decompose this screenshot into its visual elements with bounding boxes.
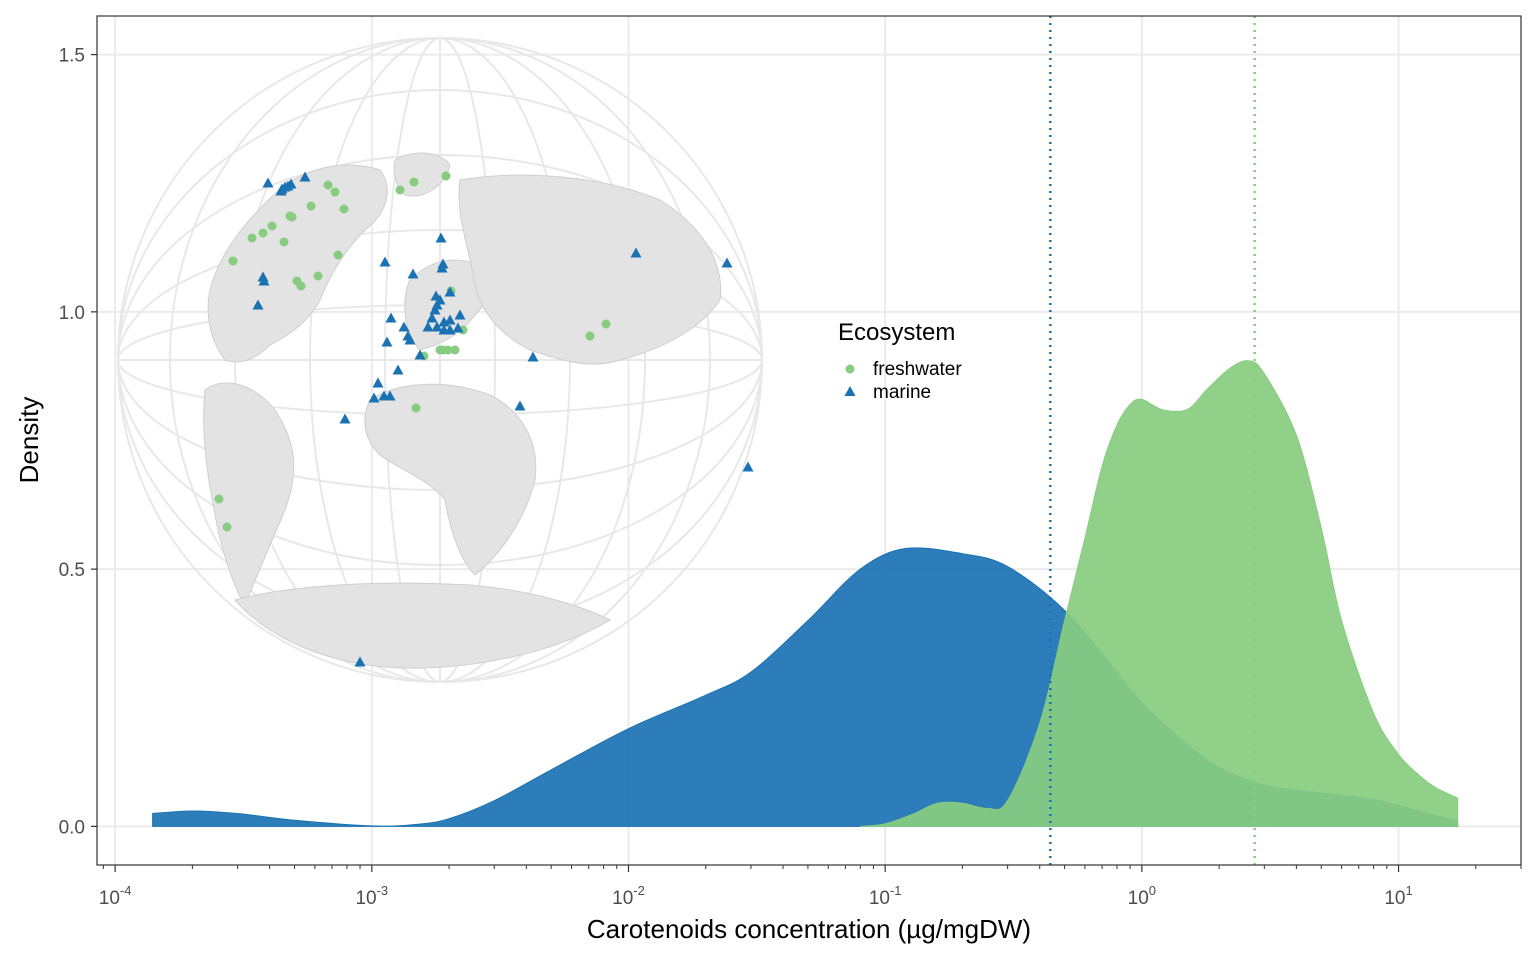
x-tick-label: 101 xyxy=(1384,883,1412,909)
map-point-freshwater xyxy=(441,171,451,181)
map-point-marine xyxy=(721,257,733,268)
y-tick-label: 0.5 xyxy=(59,560,85,581)
map-point-freshwater xyxy=(438,345,448,355)
map-point-marine xyxy=(426,312,438,323)
x-tick-label: 100 xyxy=(1128,883,1156,909)
map-point-marine xyxy=(514,400,526,411)
map-point-marine xyxy=(438,324,450,335)
map-point-marine xyxy=(454,309,466,320)
map-point-marine xyxy=(398,321,410,332)
map-point-marine xyxy=(378,390,390,401)
map-point-freshwater xyxy=(214,494,224,504)
x-tick-label: 10-4 xyxy=(99,883,132,909)
map-point-marine xyxy=(339,413,351,424)
map-point-marine xyxy=(379,256,391,267)
map-point-freshwater xyxy=(409,177,419,187)
map-point-freshwater xyxy=(228,256,238,266)
x-tick-label: 10-1 xyxy=(869,883,902,909)
map-point-marine xyxy=(368,392,380,403)
legend: Ecosystem freshwater marine xyxy=(838,319,962,403)
map-point-freshwater xyxy=(411,403,421,413)
map-point-freshwater xyxy=(222,522,232,532)
map-point-marine xyxy=(436,262,448,273)
world-map-inset xyxy=(117,37,763,683)
map-point-marine xyxy=(354,656,366,667)
map-point-freshwater xyxy=(279,237,289,247)
map-point-freshwater xyxy=(247,233,257,243)
x-axis: 10-4 10-3 10-2 10-1 100 101 xyxy=(99,865,1522,909)
map-point-marine xyxy=(257,271,269,282)
map-point-marine xyxy=(742,461,754,472)
map-point-freshwater xyxy=(258,228,268,238)
map-point-marine xyxy=(431,321,443,332)
map-point-marine xyxy=(262,177,274,188)
continents xyxy=(203,152,722,669)
map-point-freshwater xyxy=(323,180,333,190)
map-point-freshwater xyxy=(339,204,349,214)
map-point-marine xyxy=(444,314,456,325)
density-areas xyxy=(152,360,1459,827)
map-point-marine xyxy=(279,181,291,192)
x-tick-label: 10-3 xyxy=(355,883,388,909)
y-axis-title: Density xyxy=(14,397,44,484)
map-point-marine xyxy=(407,268,419,279)
legend-marine-label: marine xyxy=(873,382,931,403)
map-point-marine xyxy=(452,322,464,333)
map-point-freshwater xyxy=(585,331,595,341)
map-point-marine xyxy=(392,364,404,375)
y-tick-label: 1.0 xyxy=(59,303,85,324)
map-point-marine xyxy=(385,312,397,323)
legend-title: Ecosystem xyxy=(838,319,955,346)
map-point-marine xyxy=(414,349,426,360)
map-point-marine xyxy=(285,178,297,189)
map-point-marine xyxy=(299,171,311,182)
map-point-marine xyxy=(527,351,539,362)
y-axis: 0.0 0.5 1.0 1.5 xyxy=(59,46,97,838)
map-point-freshwater xyxy=(450,345,460,355)
median-lines xyxy=(1049,16,1256,865)
map-point-freshwater xyxy=(330,187,340,197)
map-point-freshwater xyxy=(313,271,323,281)
map-point-freshwater xyxy=(267,221,277,231)
map-point-marine xyxy=(372,377,384,388)
y-tick-label: 1.5 xyxy=(59,46,85,67)
map-point-marine xyxy=(630,247,642,258)
map-point-marine xyxy=(422,321,434,332)
legend-freshwater-key xyxy=(845,364,855,374)
x-tick-label: 10-2 xyxy=(612,883,645,909)
legend-marine-key xyxy=(844,386,856,396)
map-sample-points xyxy=(214,171,754,667)
map-point-marine xyxy=(435,232,447,243)
map-point-marine xyxy=(252,299,264,310)
legend-freshwater-label: freshwater xyxy=(873,359,962,380)
panel-border xyxy=(96,15,1522,866)
density-area-freshwater xyxy=(860,360,1459,827)
map-point-marine xyxy=(430,290,442,301)
map-point-freshwater xyxy=(306,201,316,211)
x-axis-title: Carotenoids concentration (µg/mgDW) xyxy=(587,914,1031,944)
map-point-freshwater xyxy=(395,185,405,195)
map-point-freshwater xyxy=(292,276,302,286)
map-point-freshwater xyxy=(333,250,343,260)
map-point-marine xyxy=(402,330,414,341)
map-point-marine xyxy=(431,299,443,310)
map-point-marine xyxy=(381,336,393,347)
map-point-freshwater xyxy=(285,211,295,221)
map-point-freshwater xyxy=(601,319,611,329)
map-point-marine xyxy=(438,316,450,327)
y-tick-label: 0.0 xyxy=(59,817,85,838)
map-point-marine xyxy=(444,286,456,297)
